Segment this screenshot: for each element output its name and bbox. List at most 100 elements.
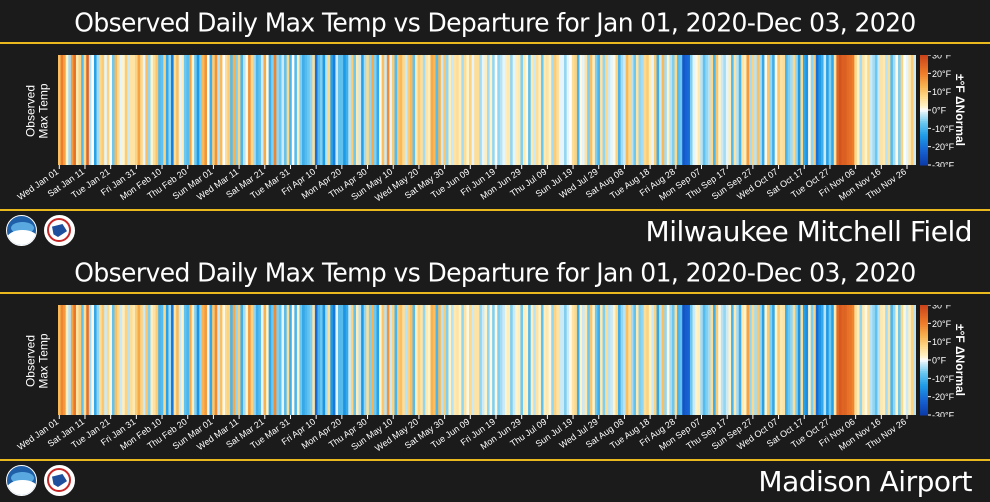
stripe-day xyxy=(379,55,383,165)
stripe-day xyxy=(808,55,812,165)
stripe-day xyxy=(253,305,257,415)
stripe-day xyxy=(317,305,321,415)
stripe-day xyxy=(368,305,372,415)
stripe-day xyxy=(641,55,645,165)
stripe-day xyxy=(895,55,899,165)
stripe-day xyxy=(484,305,488,415)
stripe-day xyxy=(214,55,218,165)
stripe-day xyxy=(797,55,801,165)
stripe-day xyxy=(199,55,203,165)
stripe-day xyxy=(633,55,637,165)
stripe-day xyxy=(666,305,670,415)
stripe-day xyxy=(528,55,532,165)
stripe-day xyxy=(905,55,909,165)
stripe-day xyxy=(584,55,588,165)
colorbar-segment xyxy=(920,334,928,337)
stripe-day xyxy=(147,55,151,165)
stripe-day xyxy=(602,55,606,165)
stripe-day xyxy=(872,55,876,165)
stripe-day xyxy=(273,55,277,165)
stripe-day xyxy=(160,305,164,415)
stripe-day xyxy=(813,305,817,415)
stripe-day xyxy=(178,305,182,415)
stripe-day xyxy=(453,305,457,415)
stripe-day xyxy=(363,55,367,165)
stripe-day xyxy=(777,55,781,165)
stripe-day xyxy=(792,55,796,165)
stripe-day xyxy=(194,305,198,415)
colorbar-tick-label: 20°F xyxy=(932,319,952,329)
stripe-day xyxy=(674,305,678,415)
stripe-day xyxy=(612,305,616,415)
stripe-day xyxy=(242,305,246,415)
stripe-day xyxy=(386,305,390,415)
colorbar-segment xyxy=(920,126,928,129)
stripe-day xyxy=(661,305,665,415)
divider-top xyxy=(0,42,990,44)
stripe-day xyxy=(784,55,788,165)
stripe-day xyxy=(553,305,557,415)
stripe-day xyxy=(456,55,460,165)
stripe-day xyxy=(525,55,529,165)
stripe-day xyxy=(250,305,254,415)
stripe-day xyxy=(849,55,853,165)
colorbar-segment xyxy=(920,338,928,341)
stripe-day xyxy=(399,55,403,165)
colorbar-segment xyxy=(920,71,928,74)
colorbar-segment xyxy=(920,100,928,104)
stripe-day xyxy=(114,55,118,165)
stripe-day xyxy=(93,305,97,415)
colorbar-segment xyxy=(920,84,928,87)
stripe-day xyxy=(558,55,562,165)
stripe-day xyxy=(684,55,688,165)
stripe-day xyxy=(589,305,593,415)
stripe-day xyxy=(736,305,740,415)
stripe-day xyxy=(492,305,496,415)
stripe-day xyxy=(204,305,208,415)
stripe-day xyxy=(209,55,213,165)
station-name: Madison Airport xyxy=(758,465,972,498)
warming-stripes xyxy=(58,305,916,415)
stripe-day xyxy=(764,55,768,165)
stripe-day xyxy=(309,305,313,415)
stripe-day xyxy=(646,55,650,165)
stripe-day xyxy=(399,305,403,415)
stripe-day xyxy=(304,305,308,415)
stripe-day xyxy=(327,55,331,165)
stripe-day xyxy=(481,305,485,415)
stripe-day xyxy=(620,305,624,415)
stripe-day xyxy=(232,305,236,415)
stripe-day xyxy=(787,55,791,165)
stripe-day xyxy=(260,55,264,165)
stripe-day xyxy=(250,55,254,165)
chart-title: Observed Daily Max Temp vs Departure for… xyxy=(74,7,916,38)
stripe-day xyxy=(155,305,159,415)
colorbar-segment xyxy=(920,78,928,82)
stripe-day xyxy=(584,305,588,415)
stripe-day xyxy=(173,305,177,415)
stripe-day xyxy=(525,305,529,415)
stripe-day xyxy=(741,55,745,165)
stripe-day xyxy=(122,305,126,415)
stripe-day xyxy=(276,305,280,415)
stripe-day xyxy=(738,55,742,165)
stripe-day xyxy=(659,55,663,165)
stripe-day xyxy=(150,305,154,415)
colorbar-segment xyxy=(920,325,928,328)
stripe-day xyxy=(548,305,552,415)
stripe-day xyxy=(795,55,799,165)
stripe-day xyxy=(469,55,472,165)
stripe-day xyxy=(548,55,552,165)
stripe-day xyxy=(787,305,791,415)
stripe-day xyxy=(119,305,123,415)
stripe-day xyxy=(222,305,226,415)
stripe-day xyxy=(820,305,824,415)
stripe-day xyxy=(63,305,67,415)
stripe-day xyxy=(124,305,128,415)
stripe-day xyxy=(381,305,385,415)
stripe-day xyxy=(540,305,544,415)
stripe-day xyxy=(687,55,691,165)
stripe-day xyxy=(492,55,496,165)
stripe-day xyxy=(422,55,426,165)
